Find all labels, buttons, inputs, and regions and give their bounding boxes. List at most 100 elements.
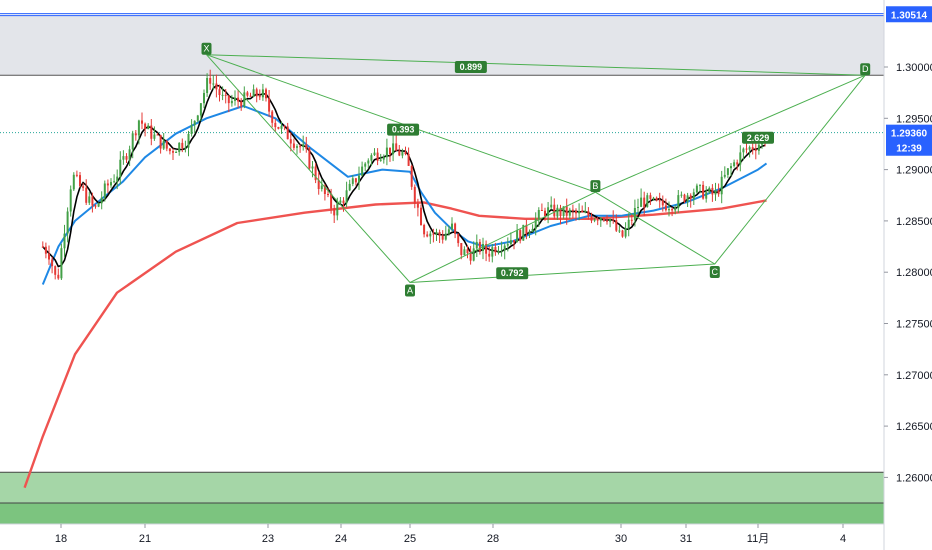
candle-body: [683, 194, 686, 202]
candle-body: [500, 250, 503, 252]
harmonic-point-x: X: [201, 42, 212, 55]
candle-body: [640, 197, 643, 207]
candle-body: [113, 181, 116, 183]
candle-body: [358, 175, 360, 183]
candle-body: [692, 192, 695, 199]
candle-body: [134, 133, 137, 136]
candle-body: [317, 180, 320, 189]
candle-body: [460, 243, 463, 255]
resistance-zone: [0, 14, 884, 76]
candle-body: [193, 120, 196, 126]
candle-body: [748, 147, 751, 150]
x-tick-label: 4: [840, 533, 846, 545]
candle-body: [218, 89, 221, 95]
ratio-label: 0.899: [460, 62, 483, 72]
candle-body: [599, 218, 602, 221]
x-tick-label: 31: [680, 533, 692, 545]
candle-body: [175, 152, 178, 153]
candle-body: [627, 219, 630, 229]
candle-body: [100, 197, 103, 204]
candle-body: [156, 134, 159, 136]
harmonic-point-c: C: [709, 265, 720, 278]
ma-mid-line: [41, 105, 768, 285]
candle-body: [420, 207, 422, 225]
candle-body: [714, 190, 717, 195]
candle-body: [110, 182, 112, 186]
candle-body: [578, 211, 581, 214]
candle-body: [116, 176, 119, 182]
ratio-label: 0.393: [392, 125, 415, 135]
candle-body: [255, 89, 258, 97]
candle-body: [147, 125, 150, 130]
candle-body: [94, 205, 97, 207]
y-tick-label: 1.29500: [896, 113, 932, 125]
candle-body: [519, 230, 522, 241]
candle-body: [438, 232, 441, 236]
candle-body: [550, 204, 553, 208]
candle-body: [237, 97, 240, 102]
candle-body: [754, 149, 757, 151]
y-tick-label: 1.26500: [896, 421, 932, 433]
zones-layer: [0, 13, 884, 524]
point-marker-bg: [201, 42, 212, 55]
candle-body: [423, 225, 426, 235]
candle-body: [506, 244, 509, 246]
candle-body: [447, 229, 450, 234]
candle-body: [184, 147, 187, 149]
candle-body: [556, 207, 559, 217]
candle-body: [345, 190, 348, 204]
candle-body: [327, 194, 329, 195]
candle-body: [485, 244, 488, 254]
candle-body: [88, 196, 91, 203]
candle-body: [54, 266, 57, 275]
candle-body: [206, 78, 209, 93]
candle-body: [131, 133, 134, 150]
candle-body: [432, 233, 435, 235]
point-marker-label: B: [592, 181, 598, 191]
candle-body: [333, 208, 336, 216]
candle-body: [668, 209, 670, 211]
candle-body: [336, 202, 339, 216]
candle-body: [472, 248, 475, 261]
candle-body: [373, 152, 376, 156]
candle-body: [330, 194, 333, 209]
candle-body: [66, 211, 69, 234]
price-tag: 1.29360: [886, 124, 932, 141]
x-tick-label: 30: [615, 533, 627, 545]
candle-body: [227, 95, 230, 104]
point-marker-bg: [590, 180, 601, 193]
candle-body: [426, 234, 429, 237]
y-tick-label: 1.27000: [896, 370, 932, 382]
candle-body: [106, 183, 109, 186]
candle-body: [739, 152, 742, 165]
candle-body: [51, 259, 54, 267]
y-tick-label: 1.28500: [896, 216, 932, 228]
y-tick-label: 1.28000: [896, 267, 932, 279]
candle-body: [389, 147, 391, 155]
candle-body: [686, 195, 689, 202]
candle-body: [370, 155, 373, 161]
candle-body: [475, 241, 478, 249]
candle-body: [454, 223, 457, 234]
candle-body: [85, 187, 88, 203]
candle-body: [646, 195, 649, 208]
candle-body: [364, 163, 367, 167]
candle-body: [302, 144, 305, 147]
candle-body: [63, 233, 66, 249]
candle-body: [311, 166, 314, 169]
candle-body: [528, 231, 531, 234]
price-tag-bg: [886, 6, 932, 23]
candle-body: [463, 249, 466, 256]
candle-body: [57, 274, 60, 279]
candle-body: [482, 244, 484, 251]
candle-body: [268, 98, 271, 112]
candle-body: [587, 211, 590, 217]
candle-body: [221, 94, 224, 96]
candle-body: [203, 93, 205, 104]
candle-body: [488, 253, 491, 257]
candle-body: [562, 206, 565, 216]
harmonic-point-d: D: [860, 63, 871, 76]
x-tick-label: 18: [55, 533, 67, 545]
candle-body: [48, 253, 50, 260]
